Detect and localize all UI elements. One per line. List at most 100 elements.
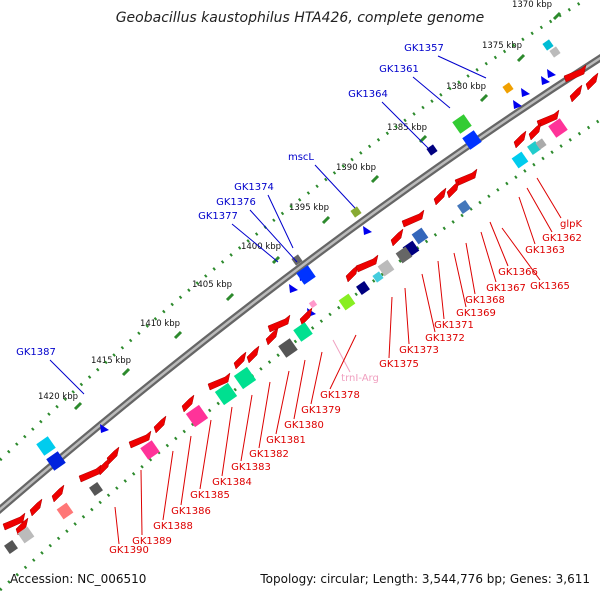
reverse-gene-box bbox=[233, 366, 257, 390]
reverse-leader-line bbox=[501, 227, 541, 281]
kbp-tick-mark bbox=[225, 292, 235, 302]
reverse-leader-line bbox=[275, 370, 290, 435]
reverse-leader-line bbox=[465, 242, 476, 295]
kbp-tick-label: 1410 kbp bbox=[140, 319, 180, 329]
kbp-tick-mark bbox=[516, 53, 526, 63]
reverse-leader-line bbox=[293, 359, 306, 420]
forward-gene bbox=[502, 82, 514, 94]
reverse-leader-line bbox=[310, 351, 323, 405]
reverse-gene-box bbox=[56, 502, 74, 520]
reverse-gene-box bbox=[372, 271, 384, 283]
kbp-tick-mark bbox=[173, 330, 183, 340]
kbp-tick-label: 1380 kbp bbox=[446, 82, 486, 92]
forward-gene-label: GK1364 bbox=[348, 89, 388, 100]
reverse-leader-line bbox=[199, 419, 212, 490]
reverse-gene-label: GK1365 bbox=[530, 281, 570, 292]
reverse-leader-line bbox=[526, 187, 553, 233]
forward-gene bbox=[542, 39, 554, 51]
reverse-gene-label: GK1385 bbox=[190, 490, 230, 501]
forward-leader-line bbox=[381, 101, 429, 149]
forward-gene bbox=[291, 254, 303, 266]
forward-gene-arrow bbox=[547, 69, 556, 78]
reverse-gene-arrow bbox=[246, 345, 260, 364]
forward-gene bbox=[426, 144, 438, 156]
reverse-gene-arrow bbox=[390, 228, 404, 247]
reverse-gene-arrow bbox=[528, 122, 542, 141]
forward-gene-label: GK1376 bbox=[216, 197, 256, 208]
outer-dotted-guide bbox=[0, 0, 586, 462]
reverse-gene-label: GK1372 bbox=[425, 333, 465, 344]
kbp-tick-mark bbox=[121, 367, 131, 377]
kbp-tick-label: 1395 kbp bbox=[289, 203, 329, 213]
reverse-leader-line bbox=[221, 406, 233, 477]
kbp-tick-mark bbox=[370, 174, 380, 184]
reverse-gene-arrow bbox=[569, 84, 583, 103]
reverse-leader-line bbox=[489, 221, 509, 267]
reverse-leader-line bbox=[388, 296, 393, 359]
reverse-leader-line bbox=[480, 231, 497, 283]
kbp-tick-mark bbox=[479, 93, 489, 103]
reverse-gene-arrow bbox=[207, 372, 231, 391]
reverse-gene-label: GK1362 bbox=[542, 233, 582, 244]
reverse-gene-label: GK1363 bbox=[525, 245, 565, 256]
reverse-gene-box bbox=[185, 404, 209, 428]
reverse-leader-line bbox=[404, 287, 410, 345]
forward-gene-arrow bbox=[521, 88, 530, 97]
reverse-leader-line bbox=[329, 334, 357, 390]
reverse-gene-arrow bbox=[433, 187, 447, 206]
kbp-tick-label: 1390 kbp bbox=[336, 163, 376, 173]
kbp-tick-label: 1385 kbp bbox=[387, 123, 427, 133]
reverse-gene-arrow bbox=[78, 464, 102, 483]
reverse-gene-arrow bbox=[563, 64, 587, 83]
genome-backbone bbox=[0, 54, 600, 515]
reverse-gene-box bbox=[377, 259, 395, 277]
forward-gene-arrow bbox=[363, 226, 372, 235]
kbp-tick-label: 1415 kbp bbox=[91, 356, 131, 366]
reverse-gene-box bbox=[278, 338, 298, 358]
reverse-gene-label: GK1373 bbox=[399, 345, 439, 356]
reverse-gene-arrow bbox=[153, 415, 167, 434]
kbp-tick-mark bbox=[73, 401, 83, 411]
forward-leader-line bbox=[249, 209, 298, 263]
reverse-gene-label: GK1384 bbox=[212, 477, 252, 488]
forward-gene bbox=[452, 114, 472, 134]
reverse-gene-arrow bbox=[267, 314, 291, 333]
reverse-gene-label: GK1366 bbox=[498, 267, 538, 278]
reverse-leader-line bbox=[140, 469, 143, 536]
reverse-leader-line bbox=[114, 506, 120, 545]
reverse-gene-label: GK1375 bbox=[379, 359, 419, 370]
forward-leader-line bbox=[437, 55, 487, 79]
inner-dotted-guide bbox=[0, 118, 600, 592]
reverse-gene-label: GK1367 bbox=[486, 283, 526, 294]
reverse-gene-arrow bbox=[345, 264, 359, 283]
reverse-gene-arrow bbox=[181, 394, 195, 413]
reverse-gene-label: GK1368 bbox=[465, 295, 505, 306]
forward-gene-label: GK1387 bbox=[16, 347, 56, 358]
reverse-leader-line bbox=[437, 260, 445, 320]
feature-labels: GK1357 GK1361 GK1364 mscL GK1374 GK1376 GK1377… bbox=[16, 43, 582, 556]
reverse-gene-arrow bbox=[15, 517, 29, 536]
kbp-tick-label: 1400 kbp bbox=[241, 242, 281, 252]
reverse-gene-arrow bbox=[29, 498, 43, 517]
reverse-gene-arrow bbox=[233, 351, 247, 370]
forward-gene bbox=[36, 436, 56, 456]
forward-gene bbox=[549, 46, 561, 58]
forward-gene-arrow bbox=[289, 284, 298, 293]
forward-gene-arrow bbox=[513, 100, 522, 109]
kbp-tick-label: 1420 kbp bbox=[38, 392, 78, 402]
forward-gene-label: GK1377 bbox=[198, 211, 238, 222]
reverse-gene-arrow bbox=[51, 484, 65, 503]
forward-leader-line bbox=[412, 76, 451, 109]
reverse-leader-line bbox=[518, 196, 536, 245]
kbp-tick-label: 1405 kbp bbox=[192, 280, 232, 290]
label-leader-lines bbox=[49, 55, 562, 545]
reverse-gene-label: GK1388 bbox=[153, 521, 193, 532]
forward-gene bbox=[462, 130, 482, 150]
reverse-gene-arrow bbox=[585, 72, 599, 91]
reverse-gene-label: GK1369 bbox=[456, 308, 496, 319]
reverse-gene-box bbox=[535, 138, 547, 150]
reverse-gene-arrow bbox=[128, 430, 152, 449]
reverse-gene-arrow bbox=[97, 457, 111, 476]
